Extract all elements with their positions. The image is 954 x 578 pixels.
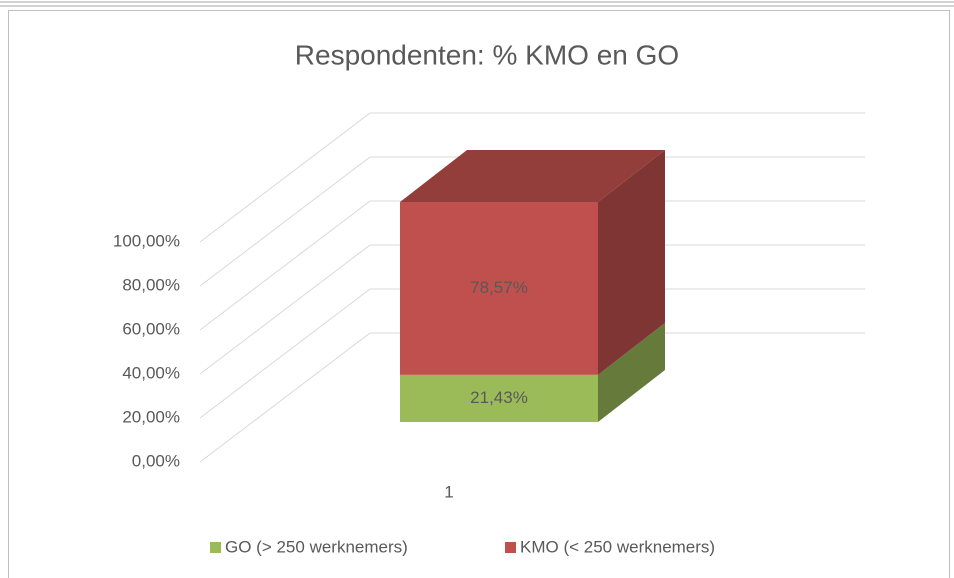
- y-tick-label: 0,00%: [132, 451, 180, 470]
- grid-line: [199, 156, 865, 287]
- bar: [400, 202, 598, 375]
- data-label: 21,43%: [470, 388, 528, 407]
- y-tick-label: 100,00%: [113, 231, 180, 250]
- bar-side: [598, 322, 665, 422]
- y-tick-label: 60,00%: [122, 319, 180, 338]
- grid-line: [199, 200, 865, 331]
- bar: [400, 374, 598, 422]
- legend-label: GO (> 250 werknemers): [225, 537, 408, 556]
- y-tick-label: 20,00%: [122, 407, 180, 426]
- bar-side: [598, 150, 665, 375]
- legend-swatch: [210, 542, 221, 553]
- grid-line: [199, 244, 865, 375]
- legend-label: KMO (< 250 werknemers): [520, 537, 715, 556]
- grid-line: [199, 288, 865, 419]
- grid-line: [199, 332, 865, 463]
- grid-line: [199, 112, 865, 243]
- y-tick-label: 40,00%: [122, 363, 180, 382]
- x-tick-label: 1: [444, 482, 453, 501]
- y-tick-label: 80,00%: [122, 275, 180, 294]
- data-label: 78,57%: [470, 278, 528, 297]
- bar-top: [400, 150, 665, 202]
- chart-title: Respondenten: % KMO en GO: [295, 39, 679, 70]
- legend-swatch: [505, 542, 516, 553]
